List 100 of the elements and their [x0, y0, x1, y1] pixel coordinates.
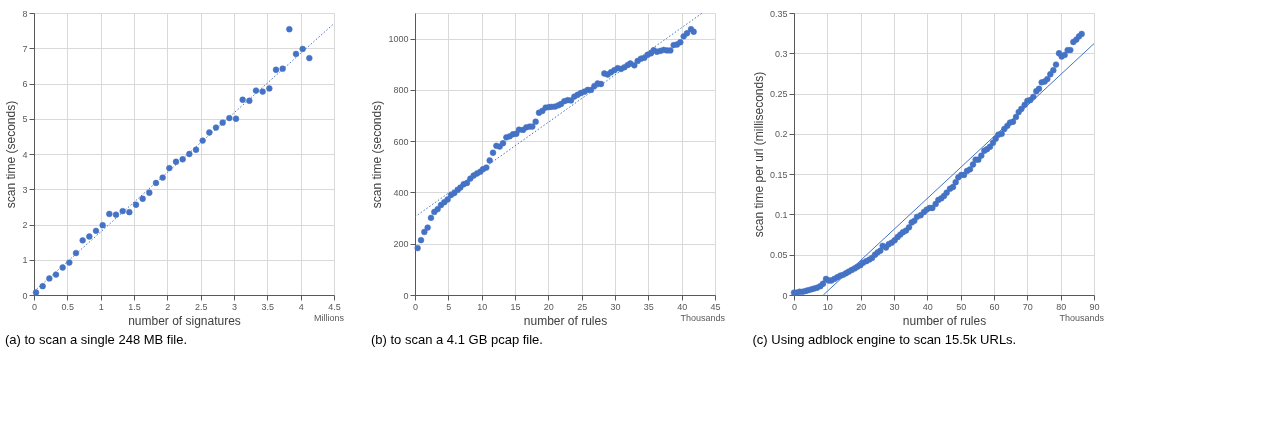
x-tick-label: 1.5 [128, 301, 141, 312]
x-tick-label: 20 [543, 301, 554, 312]
x-tick-label: 30 [610, 301, 621, 312]
y-tick-label: 200 [393, 239, 409, 250]
x-tick-label: 0.5 [61, 301, 75, 312]
x-tick-label: 10 [477, 301, 488, 312]
point [159, 174, 166, 181]
point [259, 88, 266, 95]
point [239, 96, 246, 103]
y-tick-label: 0.3 [774, 48, 788, 59]
point [279, 65, 286, 72]
y-tick-label: 0.25 [769, 89, 788, 100]
point [99, 222, 106, 229]
x-tick-label: 45 [710, 301, 721, 312]
point [212, 124, 220, 131]
x-axis-title: number of rules [902, 313, 987, 328]
x-tick-label: 15 [510, 301, 521, 312]
x-tick-label: 80 [1056, 301, 1067, 312]
y-tick-label: 0.2 [774, 129, 788, 140]
x-tick-label: 90 [1089, 301, 1100, 312]
point [192, 146, 200, 153]
point [146, 189, 153, 196]
point [206, 129, 213, 136]
y-tick-label: 3 [22, 184, 28, 195]
y-tick-label: 0 [782, 290, 788, 301]
point [252, 87, 260, 94]
point [132, 201, 140, 208]
x-tick-label: 10 [822, 301, 833, 312]
y-tick-label: 7 [22, 43, 28, 54]
point [232, 115, 240, 122]
y-tick-label: 0.15 [769, 169, 788, 180]
point [286, 26, 293, 33]
x-tick-label: 5 [446, 301, 452, 312]
y-tick-label: 5 [22, 114, 28, 125]
x-tick-label: 4 [298, 301, 304, 312]
y-tick-label: 0.1 [774, 209, 788, 220]
y-tick-label: 800 [393, 85, 409, 96]
y-tick-label: 4 [22, 149, 28, 160]
y-tick-label: 0.35 [769, 8, 788, 19]
x-tick-label: 4.5 [328, 301, 341, 312]
x-tick-label: 70 [1022, 301, 1033, 312]
point [72, 249, 80, 257]
point [166, 164, 173, 172]
point [266, 85, 273, 92]
point [106, 210, 113, 218]
point [139, 195, 146, 202]
point [86, 233, 93, 240]
point [246, 97, 253, 104]
y-tick-label: 8 [22, 8, 28, 19]
x-tick-label: 0 [791, 301, 798, 312]
point [172, 158, 180, 165]
y-axis-title: scan time (seconds) [370, 100, 385, 209]
text: Thousands [1059, 313, 1105, 323]
y-tick-label: 0 [403, 290, 409, 301]
x-tick-label: 20 [856, 301, 867, 312]
text: (c) Using adblock engine to scan 15.5k URLs. [752, 332, 1017, 347]
point [39, 283, 46, 290]
point [272, 66, 280, 73]
point [152, 179, 160, 187]
y-tick-label: 6 [22, 79, 28, 89]
x-tick-label: 60 [989, 301, 1000, 312]
y-tick-label: 600 [393, 136, 409, 147]
y-tick-label: 400 [393, 187, 409, 198]
y-tick-label: 0 [22, 290, 28, 301]
point [292, 50, 300, 58]
x-tick-label: 50 [956, 301, 967, 312]
y-tick-label: 1000 [388, 34, 409, 45]
point [119, 207, 126, 215]
x-tick-label: 40 [922, 301, 933, 312]
point [52, 271, 60, 278]
x-tick-label: 0 [31, 301, 38, 312]
y-tick-label: 2 [22, 220, 28, 230]
text: (b) to scan a 4.1 GB pcap file. [370, 332, 543, 347]
point [179, 156, 186, 163]
x-tick-label: 3 [231, 301, 238, 312]
x-tick-label: 1 [98, 301, 104, 312]
y-axis-title: scan time per url (milliseconds) [751, 71, 766, 238]
text: Millions [313, 313, 345, 323]
point [299, 45, 306, 53]
point [66, 259, 73, 266]
x-axis-title: number of signatures [128, 313, 241, 328]
x-tick-label: 3.5 [261, 301, 275, 312]
text: Thousands [680, 313, 726, 323]
x-axis-title: number of rules [523, 313, 608, 328]
point [92, 227, 100, 234]
point [186, 150, 193, 158]
y-tick-label: 0.05 [769, 250, 788, 261]
x-tick-label: 35 [643, 301, 654, 312]
point [59, 264, 66, 271]
point [79, 237, 86, 244]
y-tick-label: 1 [22, 255, 28, 266]
x-tick-label: 0 [412, 301, 419, 312]
point [112, 211, 120, 218]
text: (a) to scan a single 248 MB file. [4, 332, 188, 347]
point [219, 119, 226, 126]
x-tick-label: 25 [577, 301, 588, 312]
x-tick-label: 30 [889, 301, 900, 312]
point [199, 137, 206, 144]
y-axis-title: scan time (seconds) [4, 100, 19, 209]
point [306, 54, 313, 62]
